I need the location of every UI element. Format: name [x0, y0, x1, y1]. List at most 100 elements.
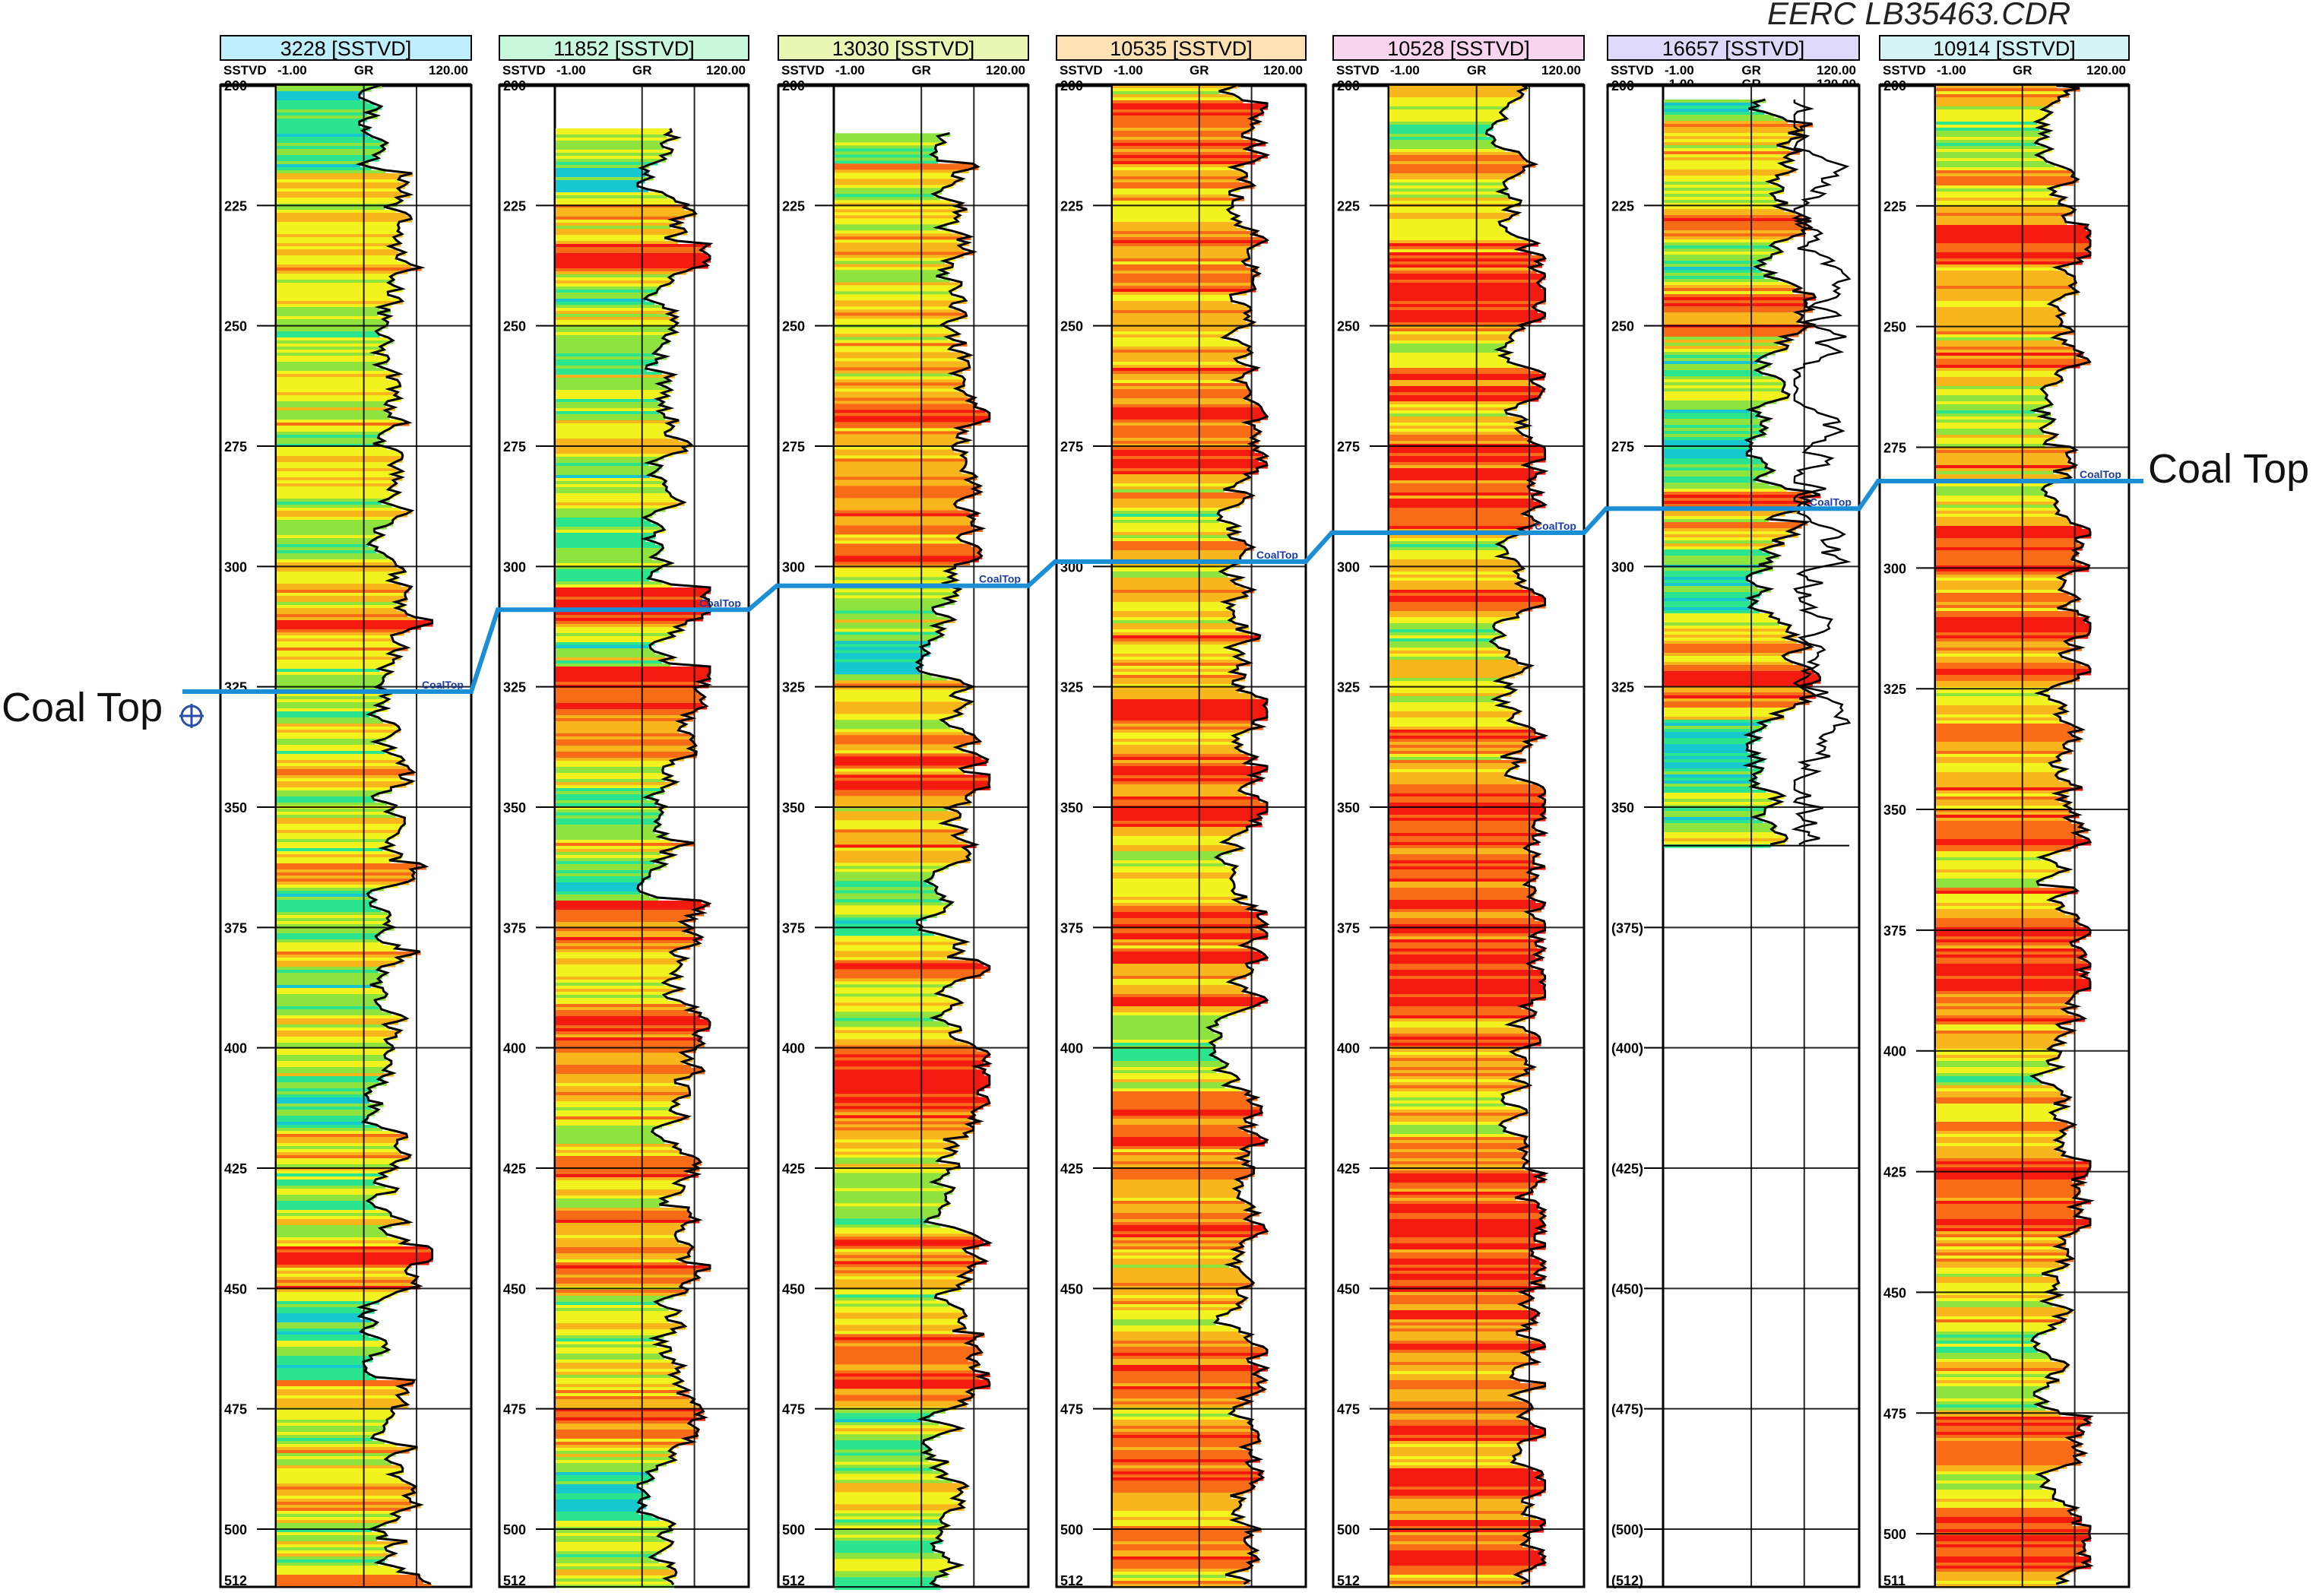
depth-label: 500 [1337, 1522, 1360, 1537]
gr-curve [1484, 84, 1549, 1585]
depth-label: 475 [503, 1402, 526, 1417]
depth-label: 325 [1060, 680, 1083, 695]
depth-label: 250 [782, 319, 805, 334]
track-header-label: 10914 [SSTVD] [1933, 37, 2076, 60]
track-header [1332, 35, 1585, 61]
log-track-1: 3228 [SSTVD] SSTVD -1.00 GR 120.00 200 225 250 2… [219, 35, 473, 1588]
depth-label: (375) [1611, 920, 1643, 936]
coal-top-marker: CoalTop [1535, 520, 1576, 532]
track-header-label: 10535 [SSTVD] [1110, 37, 1253, 60]
depth-label: 500 [782, 1522, 805, 1537]
depth-label: 475 [224, 1402, 247, 1417]
gr-fill [1113, 85, 1268, 1588]
scale-label: GR [911, 63, 931, 78]
scale-label: -1.00 [556, 63, 586, 78]
depth-label: 325 [1883, 682, 1906, 697]
scale-label: 120.00 [2086, 63, 2126, 78]
gr-curve [1205, 84, 1271, 1585]
depth-label: 225 [1611, 198, 1634, 214]
gr-fill [1664, 100, 1821, 848]
depth-label: 250 [1337, 319, 1360, 334]
depth-label: 425 [1337, 1161, 1360, 1176]
gr-curve-2 [1791, 100, 1852, 846]
depth-label: 500 [1060, 1522, 1083, 1537]
depth-label: 425 [782, 1161, 805, 1176]
scale-label: GR [1190, 63, 1209, 78]
coal-top-marker: CoalTop [1256, 549, 1298, 561]
depth-label: 475 [782, 1402, 805, 1417]
depth-label: 500 [224, 1522, 247, 1537]
scale-label: -1.00 [277, 63, 307, 78]
depth-label: 511 [1883, 1573, 1906, 1588]
coal-top-label-left: Coal Top [2, 685, 163, 730]
depth-label: 250 [503, 319, 526, 334]
depth-label: 475 [1337, 1402, 1360, 1417]
depth-label: 425 [1883, 1165, 1906, 1180]
scale-label: 120.00 [1541, 63, 1581, 78]
coal-top-correlation-line [182, 479, 2143, 694]
depth-label: 450 [1883, 1285, 1906, 1300]
track-header [499, 35, 749, 61]
depth-label: 225 [503, 198, 526, 214]
depth-label: 325 [503, 680, 526, 695]
depth-label: 200 [1611, 78, 1634, 93]
scale-label: -1.00 [1937, 63, 1966, 78]
log-track-6: 16657 [SSTVD]SSTVD-1.00GR120.00-1.00GR12… [1606, 35, 1861, 1588]
log-track-7: 10914 [SSTVD] SSTVD -1.00 GR 120.00 200 225 250… [1878, 35, 2131, 1588]
scale-label: 120.00 [706, 63, 746, 78]
track-header [1879, 35, 2130, 61]
scale-label: -1.00 [1665, 63, 1694, 78]
gr-curve [635, 128, 714, 1585]
coal-top-marker: CoalTop [1810, 496, 1852, 508]
scale-label: 120.00 [986, 63, 1025, 78]
coal-top-label-right: Coal Top [2148, 446, 2310, 492]
depth-label: 275 [1611, 439, 1634, 454]
depth-label: 275 [224, 439, 247, 454]
depth-label: 450 [1060, 1281, 1083, 1297]
depth-label: 300 [503, 559, 526, 575]
depth-label: 450 [1337, 1281, 1360, 1297]
scale-label: GR [354, 63, 374, 78]
depth-label: 300 [782, 559, 805, 575]
depth-label: 475 [1060, 1402, 1083, 1417]
log-tracks: 3228 [SSTVD] SSTVD -1.00 GR 120.00 200 225 250 2… [219, 35, 2131, 1590]
depth-label: 200 [503, 78, 526, 93]
depth-label: 375 [224, 920, 247, 936]
crosshair-icon [179, 704, 204, 728]
coal-top-marker: CoalTop [422, 679, 464, 691]
depth-label: 475 [1883, 1406, 1906, 1421]
gr-fill [1936, 85, 2091, 1588]
scale-label: GR [2013, 63, 2032, 78]
scale-label: -1.00 [1114, 63, 1143, 78]
depth-label: 350 [782, 800, 805, 815]
depth-label: 400 [782, 1041, 805, 1056]
depth-label: 512 [224, 1573, 247, 1588]
track-header-label: 3228 [SSTVD] [280, 37, 412, 60]
scale-label: -1.00 [1390, 63, 1420, 78]
depth-label: 275 [1883, 441, 1906, 456]
scale-label: SSTVD [781, 63, 825, 78]
depth-label: 350 [503, 800, 526, 815]
depth-label: 450 [224, 1281, 247, 1297]
scale-label: 120.00 [1817, 63, 1856, 78]
depth-label: (400) [1611, 1041, 1643, 1056]
depth-label: 275 [1337, 439, 1360, 454]
track-header [1056, 35, 1307, 61]
depth-label: (512) [1611, 1573, 1643, 1588]
coal-top-marker: CoalTop [2080, 468, 2121, 480]
scale-label: GR [1741, 63, 1761, 78]
depth-label: 350 [1337, 800, 1360, 815]
depth-label: 225 [224, 198, 247, 214]
depth-label: 275 [782, 439, 805, 454]
depth-label: 400 [1060, 1041, 1083, 1056]
depth-label: 400 [1883, 1044, 1906, 1059]
depth-label: 512 [1060, 1573, 1083, 1588]
depth-label: 450 [782, 1281, 805, 1297]
scale-label: 120.00 [429, 63, 468, 78]
depth-label: 325 [1611, 680, 1634, 695]
depth-label: 225 [1337, 198, 1360, 214]
depth-label: 375 [1337, 920, 1360, 936]
depth-label: 200 [1060, 78, 1083, 93]
depth-label: 325 [782, 680, 805, 695]
